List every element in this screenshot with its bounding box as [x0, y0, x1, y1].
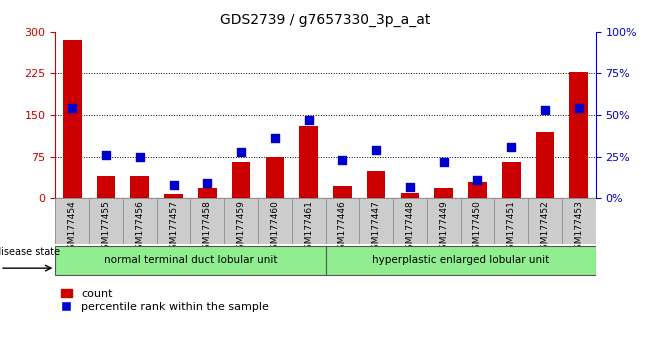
Bar — [299, 126, 318, 198]
Bar — [232, 162, 251, 198]
Bar — [164, 194, 183, 198]
Bar — [461, 198, 494, 244]
Bar — [562, 198, 596, 244]
Bar — [198, 188, 217, 198]
Point — [236, 149, 246, 154]
Bar — [367, 171, 385, 198]
Text: GSM177455: GSM177455 — [102, 200, 111, 256]
Text: GSM177453: GSM177453 — [574, 200, 583, 256]
Bar — [570, 72, 588, 198]
Point — [540, 107, 550, 113]
Point — [169, 182, 179, 188]
Bar — [130, 176, 149, 198]
Point — [439, 159, 449, 165]
Point — [574, 105, 584, 111]
Point — [371, 147, 381, 153]
Bar — [400, 193, 419, 198]
Text: GSM177446: GSM177446 — [338, 200, 347, 255]
Bar — [63, 40, 81, 198]
Title: GDS2739 / g7657330_3p_a_at: GDS2739 / g7657330_3p_a_at — [220, 13, 431, 27]
Text: GSM177454: GSM177454 — [68, 200, 77, 255]
Point — [303, 117, 314, 123]
Text: normal terminal duct lobular unit: normal terminal duct lobular unit — [104, 255, 277, 265]
Point — [67, 105, 77, 111]
Bar — [494, 198, 528, 244]
Text: GSM177459: GSM177459 — [236, 200, 245, 256]
Text: GSM177450: GSM177450 — [473, 200, 482, 256]
Point — [405, 184, 415, 189]
Bar — [191, 198, 224, 244]
Bar — [292, 198, 326, 244]
Bar — [502, 162, 521, 198]
Text: GSM177458: GSM177458 — [203, 200, 212, 256]
Point — [506, 144, 516, 149]
Bar — [266, 156, 284, 198]
Bar — [393, 198, 427, 244]
Point — [135, 154, 145, 159]
Bar — [326, 246, 596, 275]
Text: GSM177452: GSM177452 — [540, 200, 549, 255]
Bar — [536, 132, 554, 198]
Bar — [258, 198, 292, 244]
Bar — [326, 198, 359, 244]
Bar — [528, 198, 562, 244]
Bar — [427, 198, 461, 244]
Text: GSM177451: GSM177451 — [506, 200, 516, 256]
Bar — [468, 182, 487, 198]
Bar — [89, 198, 123, 244]
Bar — [359, 198, 393, 244]
Text: GSM177456: GSM177456 — [135, 200, 145, 256]
Text: GSM177457: GSM177457 — [169, 200, 178, 256]
Text: GSM177447: GSM177447 — [372, 200, 381, 255]
Bar — [55, 246, 325, 275]
Bar — [97, 176, 115, 198]
Bar — [55, 198, 89, 244]
Text: hyperplastic enlarged lobular unit: hyperplastic enlarged lobular unit — [372, 255, 549, 265]
Point — [202, 181, 212, 186]
Bar — [434, 188, 453, 198]
Text: GSM177448: GSM177448 — [406, 200, 415, 255]
Bar — [123, 198, 157, 244]
Text: GSM177449: GSM177449 — [439, 200, 448, 255]
Text: GSM177460: GSM177460 — [270, 200, 279, 256]
Point — [101, 152, 111, 158]
Bar — [157, 198, 191, 244]
Bar — [333, 186, 352, 198]
Point — [337, 157, 348, 163]
Text: disease state: disease state — [0, 247, 61, 257]
Text: GSM177461: GSM177461 — [304, 200, 313, 256]
Point — [270, 136, 280, 141]
Point — [472, 177, 482, 183]
Bar — [224, 198, 258, 244]
Bar — [55, 198, 596, 244]
Legend: count, percentile rank within the sample: count, percentile rank within the sample — [61, 289, 269, 312]
